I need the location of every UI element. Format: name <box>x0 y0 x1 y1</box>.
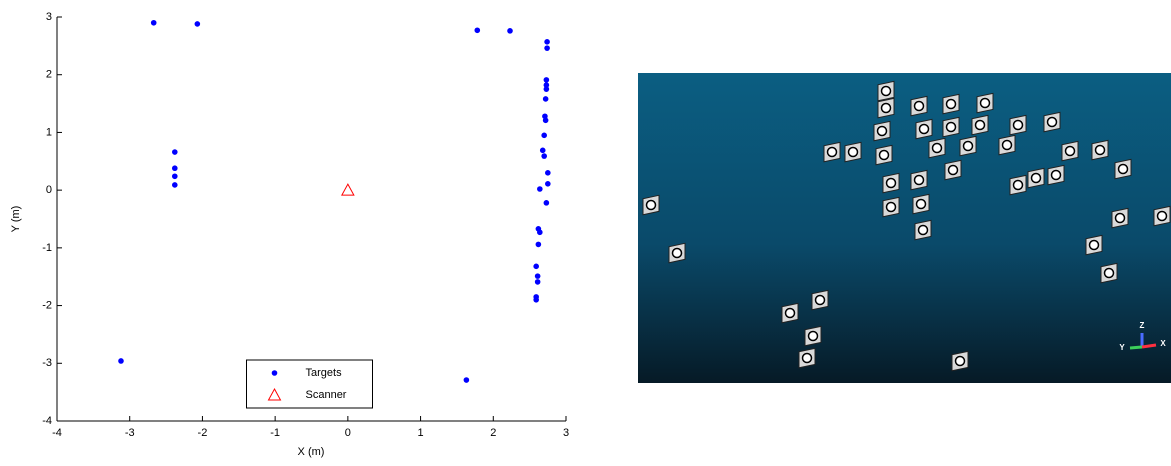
target-dot <box>917 200 926 209</box>
target-dot <box>882 87 891 96</box>
x-tick-label: -2 <box>198 427 208 439</box>
target-point <box>172 173 178 179</box>
target-dot <box>981 99 990 108</box>
target-point <box>151 20 157 26</box>
target-point <box>544 39 550 45</box>
target-dot <box>1119 165 1128 174</box>
target-point <box>543 118 549 124</box>
scanner-marker <box>342 184 354 195</box>
target-point <box>507 28 513 34</box>
target-dot <box>920 125 929 134</box>
axis-icon-label: Z <box>1140 321 1145 330</box>
target-dot <box>786 309 795 318</box>
target-point <box>541 133 547 139</box>
target-point <box>474 27 480 33</box>
target-dot <box>976 121 985 130</box>
target-point <box>540 148 546 154</box>
target-dot <box>887 203 896 212</box>
target-point <box>543 96 549 102</box>
legend-label: Scanner <box>306 389 347 401</box>
target-dot <box>956 357 965 366</box>
y-tick-label: -2 <box>42 299 52 311</box>
target-point <box>537 229 543 235</box>
target-point <box>535 273 541 279</box>
y-tick-label: -1 <box>42 242 52 254</box>
target-dot <box>1032 174 1041 183</box>
y-tick-label: 2 <box>46 69 52 81</box>
target-dot <box>1014 181 1023 190</box>
render-background <box>638 73 1171 383</box>
target-dot <box>1116 214 1125 223</box>
target-dot <box>949 166 958 175</box>
y-tick-label: 1 <box>46 126 52 138</box>
x-tick-label: -1 <box>270 427 280 439</box>
target-dot <box>1048 118 1057 127</box>
target-point <box>464 377 470 383</box>
target-dot <box>803 354 812 363</box>
target-point <box>172 149 178 155</box>
x-axis-label: X (m) <box>298 446 325 458</box>
legend-label: Targets <box>306 367 343 379</box>
target-dot <box>849 148 858 157</box>
target-point <box>533 297 539 303</box>
target-dot <box>1158 212 1167 221</box>
target-point <box>172 165 178 171</box>
target-point <box>544 200 550 206</box>
x-tick-label: 2 <box>490 427 496 439</box>
target-dot <box>1003 141 1012 150</box>
x-tick-label: 0 <box>345 427 351 439</box>
target-point <box>536 242 542 248</box>
y-axis-label: Y (m) <box>10 206 22 233</box>
target-dot <box>647 201 656 210</box>
target-point <box>541 153 547 159</box>
target-dot <box>964 142 973 151</box>
axis-icon-label: X <box>1160 339 1166 348</box>
target-point <box>537 186 543 192</box>
x-tick-label: -3 <box>125 427 135 439</box>
target-dot <box>887 179 896 188</box>
target-point <box>272 370 278 376</box>
target-dot <box>1014 121 1023 130</box>
target-dot <box>882 104 891 113</box>
target-dot <box>816 296 825 305</box>
target-point <box>195 21 201 27</box>
target-dot <box>933 144 942 153</box>
render-image: Z Y X <box>638 73 1171 383</box>
target-point <box>545 181 551 187</box>
target-dot <box>947 123 956 132</box>
target-dot <box>878 127 887 136</box>
y-tick-label: 3 <box>46 11 52 23</box>
x-tick-label: 3 <box>563 427 569 439</box>
target-point <box>544 45 550 51</box>
target-dot <box>1096 146 1105 155</box>
target-point <box>544 77 550 83</box>
axis-icon-label: Y <box>1119 343 1125 352</box>
target-point <box>172 182 178 188</box>
target-point <box>544 86 550 92</box>
target-point <box>533 264 539 270</box>
target-dot <box>1052 171 1061 180</box>
target-dot <box>919 226 928 235</box>
x-tick-label: -4 <box>52 427 62 439</box>
target-dot <box>880 151 889 160</box>
target-point <box>118 358 124 364</box>
target-point <box>535 279 541 285</box>
target-dot <box>1090 241 1099 250</box>
target-point <box>545 170 551 176</box>
target-dot <box>1066 147 1075 156</box>
target-dot <box>809 332 818 341</box>
target-dot <box>828 148 837 157</box>
y-tick-label: -3 <box>42 357 52 369</box>
target-dot <box>1105 269 1114 278</box>
target-dot <box>947 100 956 109</box>
y-tick-label: 0 <box>46 184 52 196</box>
y-tick-label: -4 <box>42 415 52 427</box>
scatter-plot: X (m) Y (m) -4 -3 -2 -1 0 1 2 3 -4 -3 -2 -1 0 1 2 3 Targ… <box>10 11 569 458</box>
target-dot <box>915 176 924 185</box>
page: X (m) Y (m) -4 -3 -2 -1 0 1 2 3 -4 -3 -2 -1 0 1 2 3 Targ… <box>0 0 1171 461</box>
target-dot <box>915 102 924 111</box>
target-dot <box>673 249 682 258</box>
x-tick-label: 1 <box>418 427 424 439</box>
